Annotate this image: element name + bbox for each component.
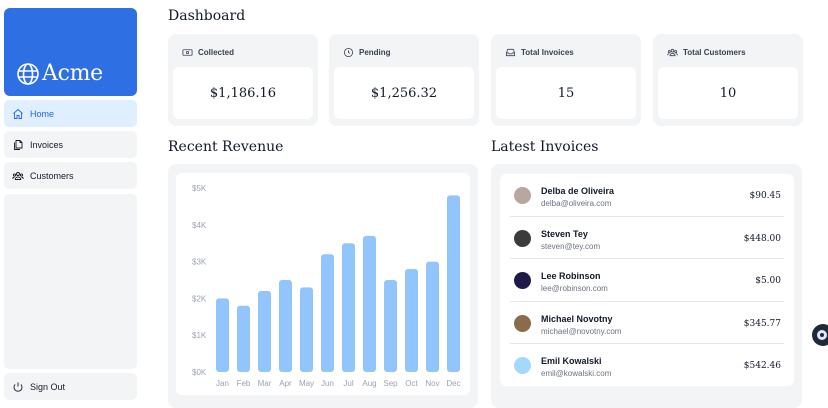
invoice-row[interactable]: Lee Robinson lee@robinson.com $5.00 [510,258,784,300]
card-value: 15 [496,67,636,119]
revenue-bar-jul[interactable] [342,243,355,372]
invoice-customer-name: Delba de Oliveira [541,186,615,196]
sidebar-item-label: Home [30,108,55,119]
revenue-bar-aug[interactable] [363,235,376,372]
invoice-amount: $5.00 [755,276,781,286]
sidebar-item-invoices[interactable]: Invoices [4,131,137,158]
invoice-amount: $345.77 [743,319,781,329]
invoice-customer-email: delba@oliveira.com [541,199,612,208]
invoice-row[interactable]: Emil Kowalski emil@kowalski.com $542.46 [510,343,784,385]
card-title: Pending [359,48,391,57]
y-tick-label: $4K [192,221,207,230]
x-tick-label: Dec [446,379,460,388]
avatar [514,187,531,204]
invoice-amount: $542.46 [743,361,781,371]
x-tick-label: Apr [279,379,292,388]
sidebar-item-customers[interactable]: Customers [4,162,137,189]
users-icon [12,171,24,180]
page-title: Dashboard [168,8,246,24]
revenue-bar-feb[interactable] [237,305,250,372]
card-total-customers: Total Customers 10 [653,34,803,126]
x-tick-label: Jan [216,379,229,388]
sidebar-item-label: Invoices [30,139,64,150]
invoice-customer-name: Lee Robinson [541,271,601,281]
x-tick-label: Aug [362,379,376,388]
invoice-customer-email: lee@robinson.com [541,284,608,293]
invoice-customer-email: emil@kowalski.com [541,369,612,378]
inbox-icon [505,48,516,57]
eye-icon [817,330,827,340]
invoice-customer-name: Steven Tey [541,229,588,239]
invoices-title: Latest Invoices [491,139,599,155]
card-value: 10 [658,67,798,119]
sidebar: Acme Home Invoices Customers Sign Out [4,8,137,400]
revenue-bar-oct[interactable] [405,268,418,372]
invoice-row[interactable]: Delba de Oliveira delba@oliveira.com $90… [510,174,784,216]
card-value: $1,256.32 [334,67,474,119]
sidebar-item-home[interactable]: Home [4,100,137,127]
revenue-chart-svg: $0K $1K $2K $3K $4K $5K Jan Feb Mar Apr May Jun Jul A… [192,184,461,388]
invoice-customer-name: Michael Novotny [541,314,613,324]
invoice-row[interactable]: Steven Tey steven@tey.com $448.00 [510,216,784,258]
users-icon [667,48,678,57]
avatar [514,357,531,374]
avatar [514,230,531,247]
brand-logo[interactable]: Acme [4,8,137,96]
clock-icon [343,47,354,58]
revenue-bar-sep[interactable] [384,280,397,372]
x-tick-label: Jul [343,379,353,388]
revenue-bar-jan[interactable] [216,298,229,372]
globe-icon [17,62,39,85]
revenue-bar-nov[interactable] [426,261,439,372]
invoice-customer-name: Emil Kowalski [541,356,602,366]
invoice-row[interactable]: Michael Novotny michael@novotny.com $345… [510,301,784,343]
invoice-amount: $90.45 [749,191,782,201]
sign-out-label: Sign Out [30,381,66,392]
card-title: Total Invoices [521,48,574,57]
card-pending: Pending $1,256.32 [329,34,479,126]
revenue-panel: $0K $1K $2K $3K $4K $5K Jan Feb Mar Apr May Jun Jul A… [168,164,478,408]
invoice-customer-email: steven@tey.com [541,242,601,251]
sidebar-spacer [4,194,137,369]
revenue-bar-may[interactable] [300,287,313,372]
revenue-chart: $0K $1K $2K $3K $4K $5K Jan Feb Mar Apr May Jun Jul A… [176,173,470,395]
x-tick-label: Mar [258,379,272,388]
y-tick-label: $5K [192,184,207,193]
sidebar-item-label: Customers [30,170,74,181]
home-icon [13,108,23,119]
x-tick-label: Nov [425,379,439,388]
revenue-bar-dec[interactable] [447,195,460,372]
card-total-invoices: Total Invoices 15 [491,34,641,126]
x-tick-label: Jun [321,379,334,388]
revenue-bar-mar[interactable] [258,291,271,372]
avatar [514,315,531,332]
revenue-bar-jun[interactable] [321,254,334,372]
brand-name: Acme [42,61,103,86]
sign-out-button[interactable]: Sign Out [4,373,137,400]
invoices-list: Delba de Oliveira delba@oliveira.com $90… [500,174,794,386]
x-tick-label: Sep [383,379,398,388]
revenue-title: Recent Revenue [168,139,284,155]
card-title: Collected [198,48,235,57]
invoice-customer-email: michael@novotny.com [541,327,622,336]
x-tick-label: May [299,379,314,388]
avatar [514,272,531,289]
invoice-amount: $448.00 [743,234,781,244]
x-tick-label: Feb [237,379,251,388]
power-icon [13,382,23,392]
y-tick-label: $2K [192,294,207,303]
card-collected: Collected $1,186.16 [168,34,318,126]
y-tick-label: $1K [192,331,207,340]
banknotes-icon [182,49,193,56]
invoices-panel: Delba de Oliveira delba@oliveira.com $90… [491,164,802,408]
documents-icon [14,139,23,150]
card-value: $1,186.16 [173,67,313,119]
y-tick-label: $0K [192,368,207,377]
y-tick-label: $3K [192,258,207,267]
floating-assistant-button[interactable] [812,324,828,346]
revenue-bar-apr[interactable] [279,280,292,372]
card-title: Total Customers [683,48,746,57]
x-tick-label: Oct [405,379,418,388]
